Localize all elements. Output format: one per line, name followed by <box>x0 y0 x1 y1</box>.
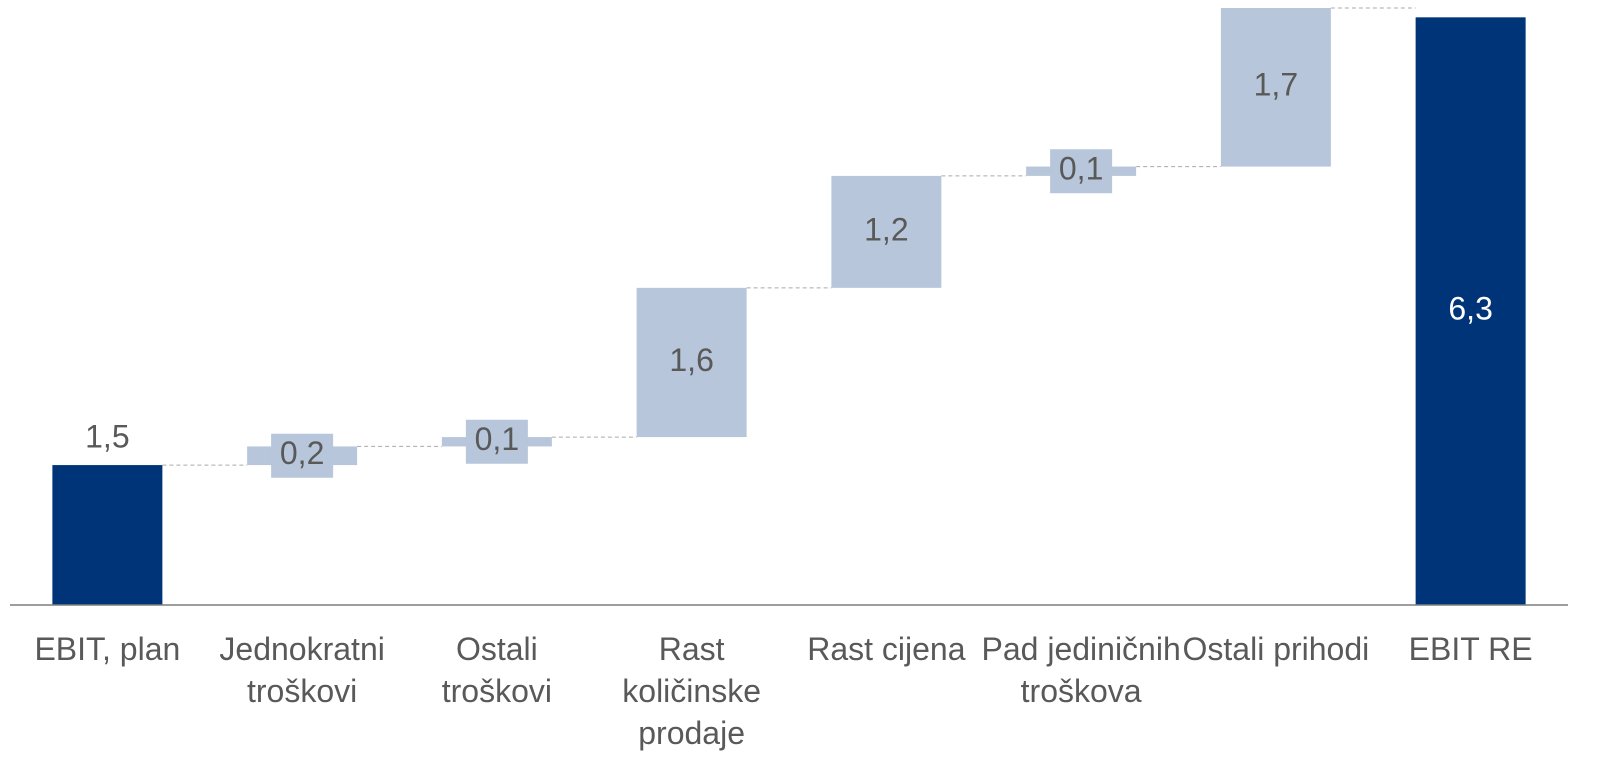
value-label: 0,1 <box>475 421 519 457</box>
x-tick-label: Rast količinske prodaje <box>622 631 761 751</box>
x-tick-label: Pad jediničnih troškova <box>981 631 1181 709</box>
bar <box>1415 17 1526 605</box>
x-tick-label: EBIT, plan <box>34 631 181 667</box>
label-box <box>465 419 528 464</box>
value-label: 1,6 <box>669 342 713 378</box>
bar <box>636 287 747 438</box>
x-tick-label: Rast cijena <box>807 631 966 667</box>
x-tick-label: EBIT RE <box>1408 631 1533 667</box>
label-box <box>1050 149 1113 194</box>
label-box <box>271 433 334 478</box>
value-label: 1,7 <box>1254 67 1298 103</box>
value-label: 1,2 <box>864 211 908 247</box>
value-label: 0,1 <box>1059 151 1103 187</box>
value-label: 0,2 <box>280 435 324 471</box>
value-label: 6,3 <box>1448 291 1492 327</box>
bar <box>831 175 942 288</box>
x-tick-label: Jednokratni troškovi <box>219 631 385 709</box>
x-tick-label: Ostali prihodi <box>1182 631 1370 667</box>
bar <box>1220 8 1331 167</box>
bar <box>52 465 163 605</box>
x-tick-label: Ostali troškovi <box>441 631 552 709</box>
value-label: 1,5 <box>85 419 129 455</box>
